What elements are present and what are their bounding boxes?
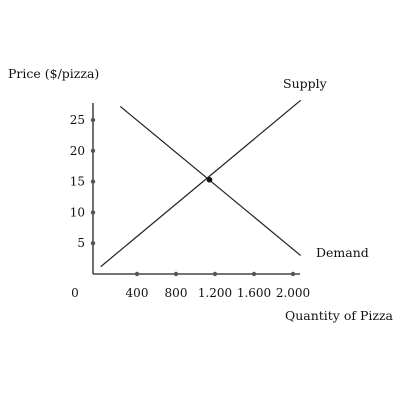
x-tick-label-800: 800 [165, 286, 188, 300]
x-tick-label-1200: 1.200 [198, 286, 232, 300]
x-tick-dot-800 [173, 271, 179, 277]
equilibrium-point [206, 176, 213, 183]
axes [92, 103, 300, 275]
origin-label: 0 [71, 286, 79, 300]
x-tick-dot-400 [134, 271, 140, 277]
series-label-supply: Supply [283, 76, 328, 91]
x-tick-label-2000: 2.000 [276, 286, 310, 300]
series-lines [100, 99, 302, 268]
x-axis-title: Quantity of Pizza [285, 308, 394, 323]
x-tick-dot-1200 [212, 271, 218, 277]
x-tick-label-400: 400 [126, 286, 149, 300]
y-tick-label-25: 25 [70, 113, 85, 127]
y-tick-dot-20 [90, 148, 96, 153]
y-axis-title: Price ($/pizza) [8, 66, 99, 81]
series-label-demand: Demand [316, 245, 369, 260]
x-tick-dot-1600 [251, 271, 257, 277]
y-tick-label-15: 15 [70, 175, 85, 189]
y-tick-label-10: 10 [70, 205, 85, 219]
y-tick-dot-10 [90, 210, 96, 215]
tick-marks [90, 117, 296, 277]
y-tick-dot-25 [90, 117, 96, 123]
y-tick-dot-5 [90, 241, 96, 246]
equilibrium-marker [206, 176, 213, 183]
y-tick-dot-15 [90, 179, 96, 184]
x-tick-dot-2000 [290, 271, 296, 277]
y-tick-label-20: 20 [70, 144, 85, 158]
y-tick-label-5: 5 [77, 236, 85, 250]
x-tick-label-1600: 1.600 [237, 286, 271, 300]
series-line-supply [100, 99, 302, 268]
